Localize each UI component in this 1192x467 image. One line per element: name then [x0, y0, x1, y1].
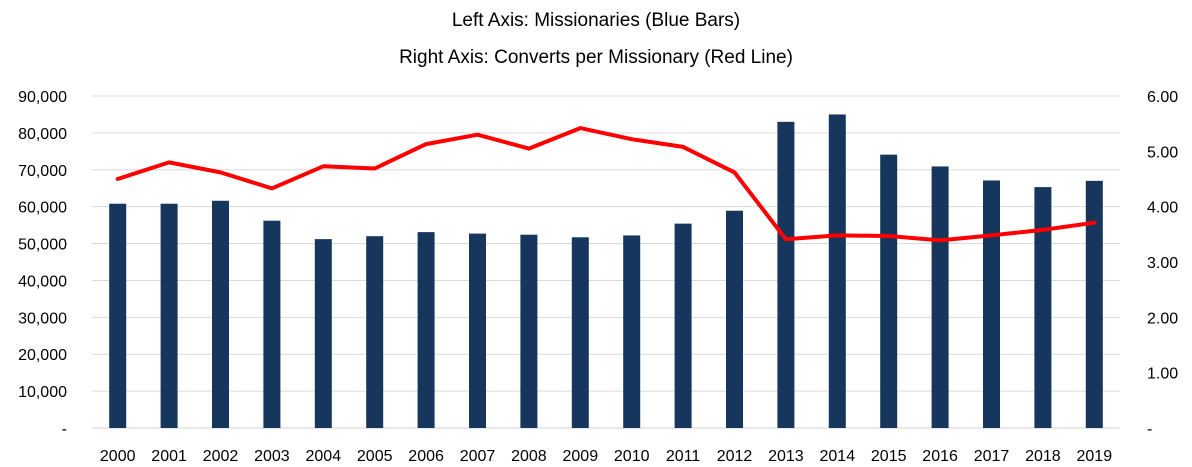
x-tick-label: 2003	[254, 448, 290, 465]
right-axis-ticks: - 1.00 2.00 3.00 4.00 5.00 6.00	[1147, 89, 1178, 438]
bar	[983, 180, 1000, 428]
bar	[777, 121, 795, 429]
series-line	[115, 126, 1097, 243]
x-tick-label: 2009	[563, 448, 599, 465]
x-tick-label: 2017	[974, 448, 1010, 465]
left-tick-label: 10,000	[18, 384, 67, 401]
x-tick-label: 2010	[614, 448, 650, 465]
right-tick-label: 3.00	[1147, 255, 1178, 272]
bar	[1034, 187, 1052, 428]
left-tick-label: -	[62, 421, 67, 438]
x-tick-label: 2000	[100, 448, 136, 465]
x-tick-label: 2011	[666, 448, 701, 465]
left-axis-ticks: - 10,000 20,000 30,000 40,000 50,000 60,000 70,…	[18, 89, 67, 438]
left-tick-label: 20,000	[18, 347, 67, 364]
x-tick-label: 2012	[717, 448, 753, 465]
bar-series	[109, 114, 1103, 429]
x-tick-label: 2008	[511, 448, 547, 465]
x-tick-label: 2013	[768, 448, 804, 465]
bar	[314, 239, 332, 428]
bar	[571, 237, 589, 428]
x-tick-label: 2016	[922, 448, 958, 465]
bar	[931, 166, 949, 429]
x-tick-label: 2005	[357, 448, 393, 465]
bar	[469, 233, 486, 428]
chart-title-line-2: Right Axis: Converts per Missionary (Red…	[399, 47, 793, 68]
x-tick-label: 2014	[820, 448, 856, 465]
line-series	[115, 126, 1097, 243]
x-tick-label: 2004	[306, 448, 342, 465]
bar	[828, 114, 846, 428]
x-tick-label: 2015	[871, 448, 907, 465]
right-tick-label: 1.00	[1147, 366, 1178, 383]
right-tick-label: -	[1147, 421, 1152, 438]
bar	[160, 203, 178, 428]
x-tick-label: 2018	[1025, 448, 1061, 465]
bar	[1085, 180, 1103, 428]
gridlines	[92, 95, 1120, 429]
left-tick-label: 90,000	[18, 89, 67, 106]
x-tick-label: 2001	[151, 448, 187, 465]
x-tick-label: 2007	[460, 448, 496, 465]
bar	[726, 210, 743, 428]
bar	[212, 200, 229, 428]
right-tick-label: 6.00	[1147, 89, 1178, 106]
left-tick-label: 30,000	[18, 310, 67, 327]
right-tick-label: 4.00	[1147, 200, 1178, 217]
left-tick-label: 70,000	[18, 163, 67, 180]
x-tick-label: 2002	[203, 448, 239, 465]
x-axis-ticks: 2000 2001 2002 2003 2004 2005 2006 2007 2008 2009…	[100, 448, 1112, 465]
x-tick-label: 2019	[1077, 448, 1113, 465]
left-tick-label: 80,000	[18, 126, 67, 143]
bar	[109, 203, 127, 428]
bar	[623, 235, 641, 428]
bar	[674, 223, 692, 428]
bar	[417, 232, 435, 428]
left-tick-label: 60,000	[18, 200, 67, 217]
bar	[520, 234, 538, 428]
bar	[263, 220, 281, 428]
bar	[880, 154, 898, 429]
left-tick-label: 40,000	[18, 273, 67, 290]
bar	[366, 236, 384, 428]
right-tick-label: 5.00	[1147, 144, 1178, 161]
chart-title-line-1: Left Axis: Missionaries (Blue Bars)	[451, 10, 741, 31]
left-tick-label: 50,000	[18, 237, 67, 254]
right-tick-label: 2.00	[1147, 310, 1178, 327]
x-tick-label: 2006	[408, 448, 444, 465]
